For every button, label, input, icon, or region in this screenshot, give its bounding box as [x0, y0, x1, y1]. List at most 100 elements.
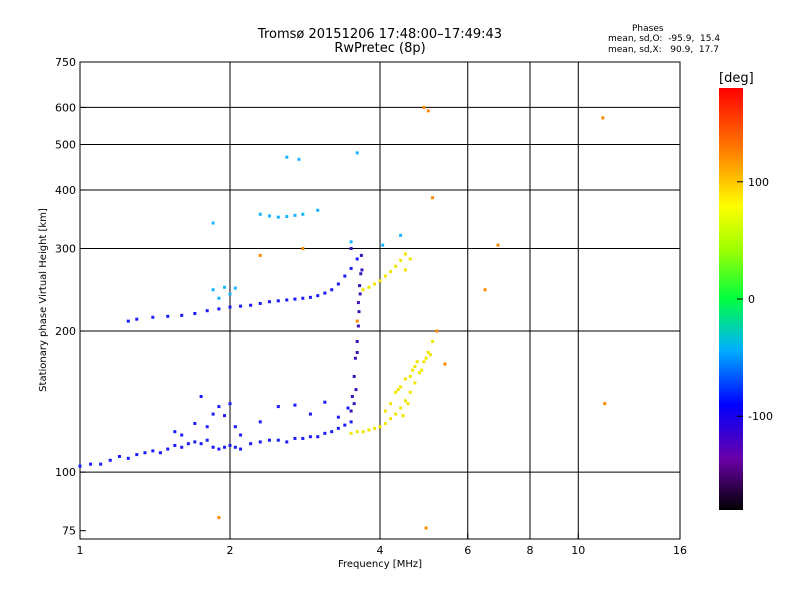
- data-point: [399, 258, 403, 262]
- data-point: [267, 438, 271, 442]
- data-point: [293, 297, 297, 301]
- data-point: [399, 406, 403, 410]
- data-point: [217, 447, 221, 451]
- data-point: [411, 368, 415, 372]
- data-point: [399, 385, 403, 389]
- data-point: [422, 105, 426, 109]
- data-point: [199, 442, 203, 446]
- data-point: [258, 212, 262, 216]
- data-point: [483, 288, 487, 292]
- data-point: [233, 445, 237, 449]
- data-point: [431, 339, 435, 343]
- y-tick-label: 75: [62, 525, 76, 538]
- colorbar-ticks: 100 0 -100: [737, 176, 773, 423]
- data-point: [223, 414, 227, 418]
- data-point: [117, 454, 121, 458]
- data-point: [267, 214, 271, 218]
- data-point: [357, 310, 361, 314]
- data-point: [199, 395, 203, 399]
- data-point: [403, 399, 407, 403]
- data-point: [401, 414, 405, 418]
- data-point: [239, 447, 243, 451]
- colorbar-label: [deg]: [719, 71, 754, 86]
- data-point: [205, 438, 209, 442]
- data-point: [356, 301, 360, 305]
- data-point: [352, 402, 356, 406]
- data-point: [355, 151, 359, 155]
- colorbar-tick-label: 0: [748, 293, 755, 306]
- data-point: [316, 294, 320, 298]
- data-point: [359, 253, 363, 257]
- x-tick-label: 6: [464, 544, 471, 557]
- y-tick-label: 600: [55, 101, 76, 114]
- data-point: [349, 266, 353, 270]
- data-point: [308, 295, 312, 299]
- data-point: [193, 312, 197, 316]
- data-point: [355, 339, 359, 343]
- data-point: [211, 412, 215, 416]
- data-point: [211, 221, 215, 225]
- data-point: [403, 268, 407, 272]
- data-points: [78, 105, 607, 530]
- x-tick-label: 2: [227, 544, 234, 557]
- colorbar-tick-label: -100: [748, 410, 773, 423]
- data-point: [346, 406, 350, 410]
- y-tick-label: 500: [55, 139, 76, 152]
- data-point: [228, 305, 232, 309]
- data-point: [394, 390, 398, 394]
- data-point: [151, 449, 155, 453]
- y-axis-label: Stationary phase Virtual Height [km]: [38, 208, 49, 392]
- data-point: [349, 247, 353, 251]
- data-point: [424, 356, 428, 360]
- data-point: [193, 440, 197, 444]
- gridlines: [80, 62, 680, 539]
- data-point: [211, 445, 215, 449]
- x-tick-label: 10: [571, 544, 585, 557]
- y-tick-label: 300: [55, 243, 76, 256]
- y-tick-label: 400: [55, 184, 76, 197]
- x-tick-label: 4: [377, 544, 384, 557]
- data-point: [367, 428, 371, 432]
- data-point: [394, 412, 398, 416]
- axis-ticks: 1 2 4 6 8 10 16 75 100 200 300 400 500 600 750: [55, 56, 687, 557]
- data-point: [373, 426, 377, 430]
- data-point: [389, 417, 393, 421]
- data-point: [301, 436, 305, 440]
- data-point: [258, 420, 262, 424]
- data-point: [360, 268, 364, 272]
- data-point: [389, 269, 393, 273]
- data-point: [258, 301, 262, 305]
- data-point: [403, 252, 407, 256]
- data-point: [180, 433, 184, 437]
- y-tick-label: 100: [55, 466, 76, 479]
- data-point: [399, 233, 403, 237]
- data-point: [205, 309, 209, 313]
- data-point: [336, 282, 340, 286]
- data-point: [435, 329, 439, 333]
- data-point: [496, 243, 500, 247]
- data-point: [383, 409, 387, 413]
- data-point: [406, 402, 410, 406]
- stats-o-mode: mean, sd,O: -95.9, 15.4: [608, 34, 721, 44]
- data-point: [166, 447, 170, 451]
- data-point: [353, 356, 357, 360]
- data-point: [350, 395, 354, 399]
- data-point: [308, 412, 312, 416]
- data-point: [217, 296, 221, 300]
- data-point: [239, 304, 243, 308]
- data-point: [193, 421, 197, 425]
- data-point: [249, 303, 253, 307]
- stats-x-mode: mean, sd,X: 90.9, 17.7: [608, 45, 719, 55]
- data-point: [166, 314, 170, 318]
- data-point: [143, 451, 147, 455]
- data-point: [228, 402, 232, 406]
- data-point: [424, 526, 428, 530]
- data-point: [420, 368, 424, 372]
- data-point: [381, 243, 385, 247]
- data-point: [301, 212, 305, 216]
- data-point: [383, 274, 387, 278]
- data-point: [301, 247, 305, 251]
- data-point: [601, 116, 605, 120]
- data-point: [330, 288, 334, 292]
- data-point: [383, 421, 387, 425]
